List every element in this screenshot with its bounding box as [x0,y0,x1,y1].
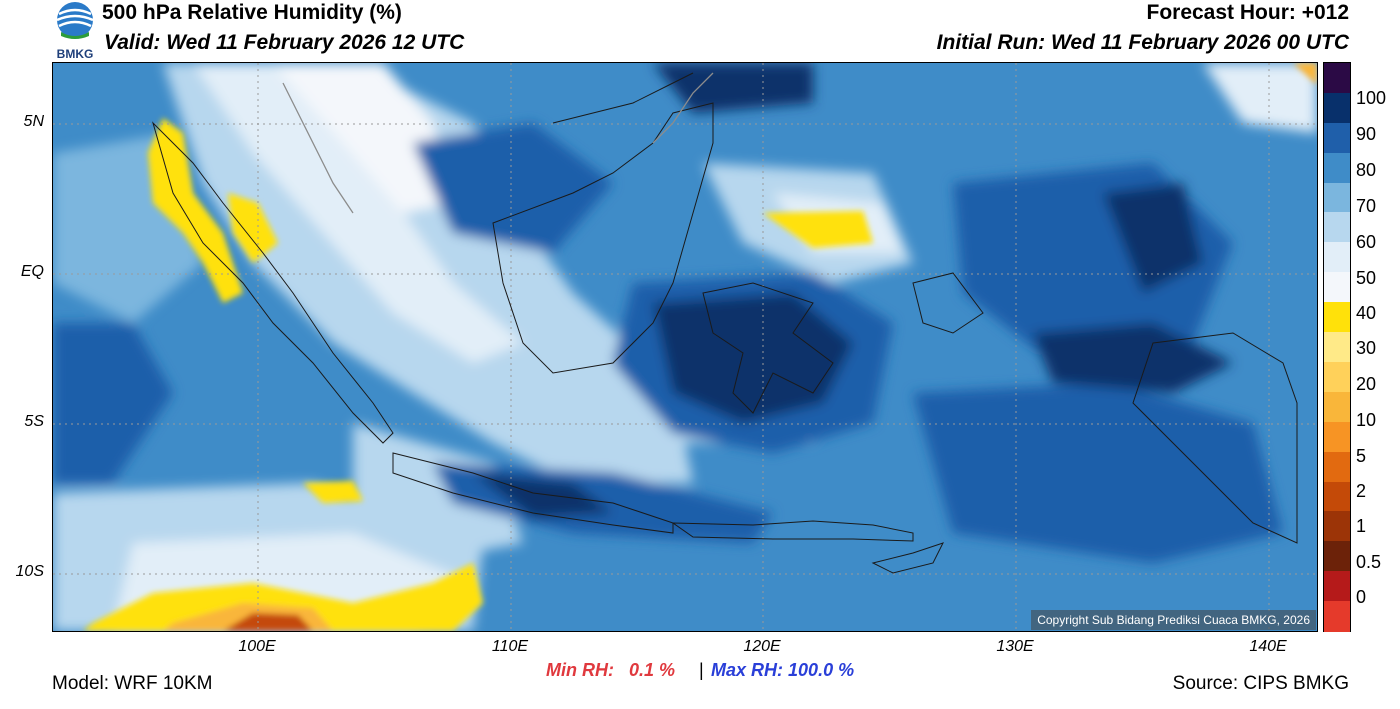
max-rh-label: Max RH: [711,660,784,680]
colorbar-segment [1324,122,1350,154]
map-title: 500 hPa Relative Humidity (%) [102,1,402,24]
cb-label-70: 70 [1356,196,1377,216]
graticule [53,63,1317,631]
colorbar-segment [1324,571,1350,602]
colorbar-segment [1324,272,1350,303]
colorbar-segment [1324,242,1350,273]
lat-label-5s: 5S [24,413,44,430]
min-rh-label: Min RH: [546,660,614,680]
colorbar-segment [1324,332,1350,363]
colorbar-segment [1324,421,1350,453]
cb-label-20: 20 [1356,374,1377,394]
colorbar-segment [1324,212,1350,243]
cb-label-60: 60 [1356,232,1377,252]
min-rh-value: 0.1 % [629,660,676,680]
initial-run: Initial Run: Wed 11 February 2026 00 UTC [936,31,1349,54]
colorbar-segment [1324,601,1350,632]
colorbar-segment [1324,541,1350,572]
cb-label-80: 80 [1356,160,1377,180]
cb-label-5: 5 [1356,446,1367,466]
bmkg-logo: BMKG [51,0,99,61]
copyright-notice: Copyright Sub Bidang Prediksi Cuaca BMKG… [1031,610,1316,630]
model-info: Model: WRF 10KM [52,673,213,694]
lon-label-120e: 120E [743,638,781,655]
colorbar-segment [1324,391,1350,423]
cb-label-100: 100 [1356,88,1387,108]
colorbar-segment [1324,511,1350,542]
forecast-hour: Forecast Hour: +012 [1146,1,1350,24]
colorbar-segment [1324,152,1350,184]
cb-label-0: 0 [1356,587,1367,607]
cb-label-90: 90 [1356,124,1377,144]
colorbar-segment [1324,481,1350,512]
cb-label-10: 10 [1356,410,1377,430]
min-rh: Min RH: 0.1 % [546,660,675,681]
cb-label-40: 40 [1356,303,1377,323]
cb-label-0-5: 0.5 [1356,552,1382,572]
colorbar [1323,62,1351,632]
logo-text: BMKG [57,47,94,60]
lat-label-eq: EQ [20,263,44,280]
valid-time: Valid: Wed 11 February 2026 12 UTC [104,31,465,54]
colorbar-segment [1324,302,1350,333]
humidity-field [53,63,1317,631]
stats-separator: | [699,660,704,680]
cb-label-30: 30 [1356,338,1377,358]
colorbar-segment [1324,182,1350,214]
colorbar-segment [1324,63,1350,94]
max-rh-value: 100.0 % [788,660,855,680]
lon-label-140e: 140E [1249,638,1287,655]
humidity-map[interactable] [52,62,1318,632]
colorbar-segment [1324,361,1350,393]
lon-label-130e: 130E [996,638,1034,655]
colorbar-segment [1324,451,1350,483]
coastlines [151,72,1298,574]
source-info: Source: CIPS BMKG [1172,673,1349,694]
cb-label-1: 1 [1356,516,1367,536]
colorbar-segment [1324,92,1350,124]
lat-label-5n: 5N [23,113,44,130]
cb-label-2: 2 [1356,481,1367,501]
cb-label-50: 50 [1356,268,1377,288]
lat-label-10s: 10S [15,563,44,580]
max-rh: Max RH: 100.0 % [711,660,854,681]
lon-label-110e: 110E [491,638,529,655]
lon-label-100e: 100E [238,638,276,655]
